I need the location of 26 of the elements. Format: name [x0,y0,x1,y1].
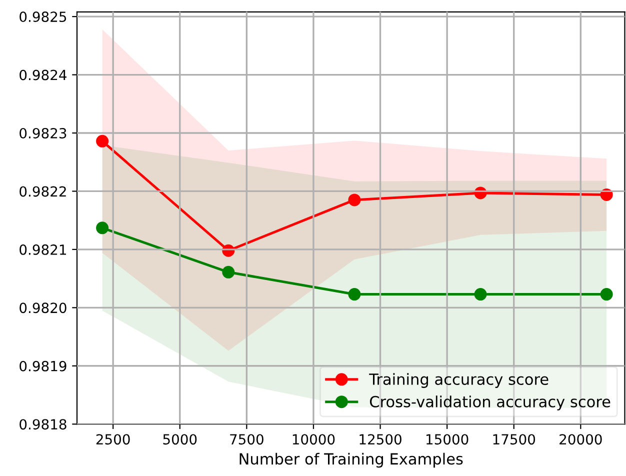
x-tick-label: 20000 [560,434,602,445]
y-tick-label: 0.9820 [20,302,66,314]
x-tick-label: 17500 [493,434,536,445]
point [474,288,487,301]
point [600,288,613,301]
legend-label: Training accuracy score [369,373,548,388]
y-tick-label: 0.9819 [20,360,66,372]
y-tick-label: 0.9823 [20,128,66,138]
y-tick-label: 0.9821 [20,244,66,255]
legend-label: Cross-validation accuracy score [370,396,610,410]
x-tick-label: 15000 [426,434,468,445]
point [222,266,235,278]
x-axis-title: Number of Training Examples [240,452,463,468]
x-tick-label: 12500 [360,434,402,445]
y-tick-label: 0.9825 [20,12,66,22]
point [348,194,361,206]
point [348,288,361,301]
point [96,222,109,234]
y-tick-label: 0.9818 [20,419,66,430]
point [96,134,109,148]
x-tick-label: 5000 [163,434,197,445]
x-tick-label: 7500 [230,434,264,445]
y-tick-label: 0.9824 [20,70,66,80]
y-tick-label: 0.9822 [20,186,66,197]
x-tick-label: 2500 [96,434,130,445]
x-tick-label: 10000 [292,434,335,445]
